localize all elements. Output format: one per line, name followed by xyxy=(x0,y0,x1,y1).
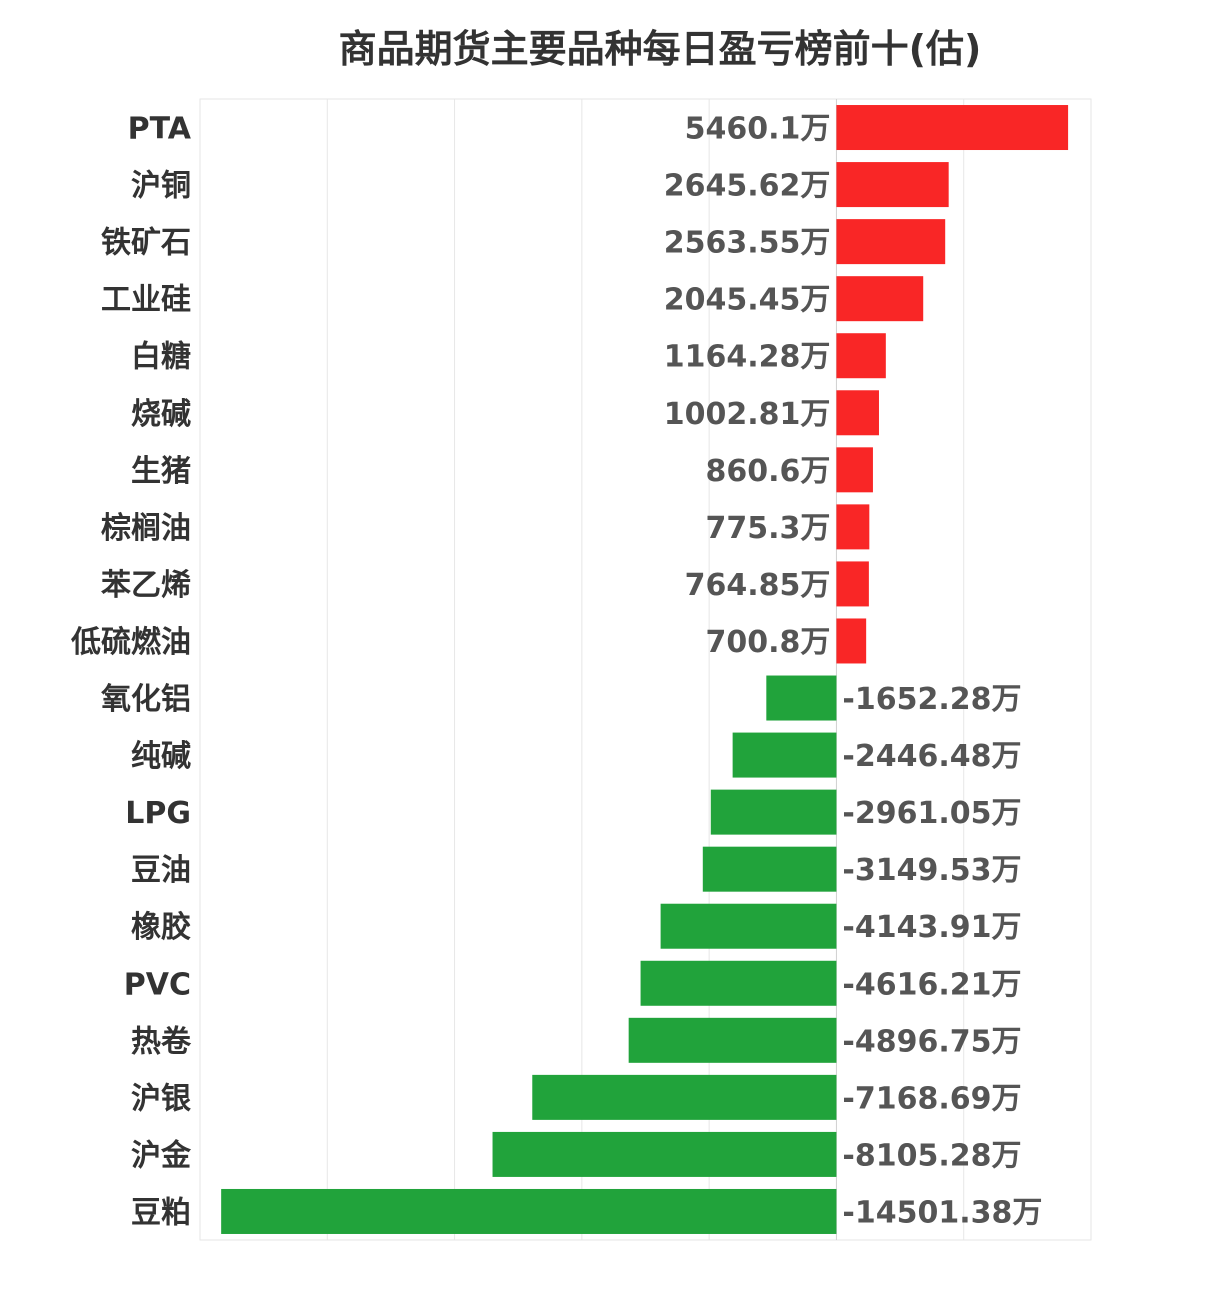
bar xyxy=(836,162,949,208)
category-label: 铁矿石 xyxy=(101,226,191,261)
data-label: -8105.28万 xyxy=(842,1138,1021,1173)
category-label: 豆油 xyxy=(131,853,191,888)
bar xyxy=(660,903,837,949)
bar xyxy=(836,390,879,436)
data-label: -2961.05万 xyxy=(842,796,1021,831)
data-label: -4143.91万 xyxy=(842,910,1021,945)
data-label: -1652.28万 xyxy=(842,682,1021,717)
category-label: 低硫燃油 xyxy=(70,625,191,660)
category-label: 苯乙烯 xyxy=(101,568,191,603)
category-label: 橡胶 xyxy=(131,910,191,945)
category-label: 沪金 xyxy=(131,1138,192,1173)
category-label: PVC xyxy=(124,967,191,1002)
bar xyxy=(836,447,873,493)
data-label: 1002.81万 xyxy=(664,397,831,432)
data-label: 775.3万 xyxy=(706,511,831,546)
bar xyxy=(221,1188,837,1234)
data-label: -4616.21万 xyxy=(842,967,1021,1002)
bar xyxy=(836,333,886,379)
data-label: -3149.53万 xyxy=(842,853,1021,888)
data-label: 860.6万 xyxy=(706,454,831,489)
category-label: 白糖 xyxy=(131,340,191,375)
bar xyxy=(732,732,837,778)
data-label: 764.85万 xyxy=(685,568,831,603)
category-label: 沪铜 xyxy=(131,169,191,204)
category-label: 氧化铝 xyxy=(101,682,191,717)
chart-title: 商品期货主要品种每日盈亏榜前十(估) xyxy=(338,27,982,71)
bar xyxy=(710,789,837,835)
bar xyxy=(836,618,867,664)
bar xyxy=(836,105,1069,151)
bar xyxy=(702,846,837,892)
category-label: 豆粕 xyxy=(131,1195,191,1230)
category-label: 热卷 xyxy=(131,1024,192,1059)
category-label: 棕榈油 xyxy=(101,511,191,546)
plot-area xyxy=(199,98,1092,1241)
bar xyxy=(640,960,837,1006)
category-label: 纯碱 xyxy=(131,739,191,774)
category-label: 烧碱 xyxy=(131,397,191,432)
bar xyxy=(628,1017,837,1063)
data-label: 5460.1万 xyxy=(685,112,831,147)
data-label: -4896.75万 xyxy=(842,1024,1021,1059)
data-label: 2563.55万 xyxy=(664,226,831,261)
category-label: PTA xyxy=(128,112,192,147)
bar xyxy=(766,675,837,721)
bar xyxy=(532,1074,837,1120)
data-label: -14501.38万 xyxy=(842,1195,1042,1230)
category-label: 沪银 xyxy=(131,1081,191,1116)
data-label: 2045.45万 xyxy=(664,283,831,318)
bar xyxy=(836,276,924,322)
data-label: -7168.69万 xyxy=(842,1081,1021,1116)
data-label: 700.8万 xyxy=(706,625,831,660)
category-label: 生猪 xyxy=(131,454,191,489)
category-label: LPG xyxy=(125,796,191,831)
data-label: 1164.28万 xyxy=(664,340,831,375)
data-label: -2446.48万 xyxy=(842,739,1021,774)
bar xyxy=(836,561,869,607)
data-label: 2645.62万 xyxy=(664,169,831,204)
bar xyxy=(836,504,870,550)
bar xyxy=(492,1131,837,1177)
category-label: 工业硅 xyxy=(101,283,191,318)
bar xyxy=(836,219,946,265)
